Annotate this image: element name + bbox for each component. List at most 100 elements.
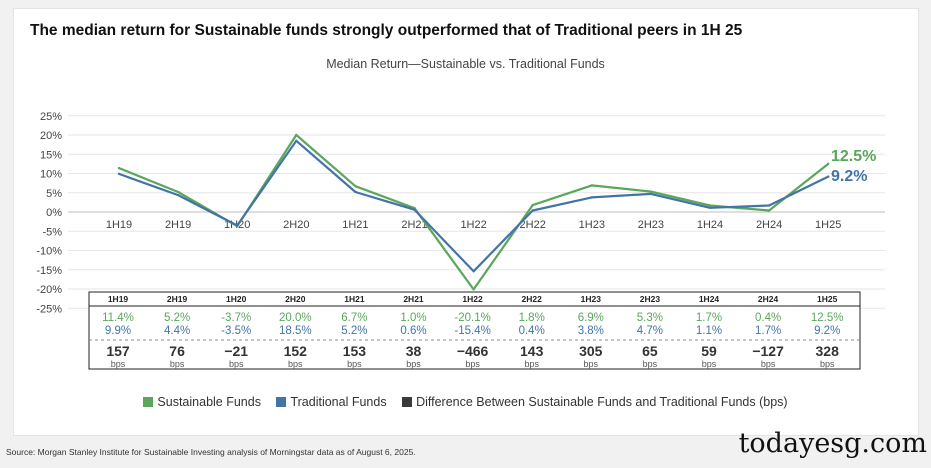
table-cell-unit: bps bbox=[584, 359, 599, 369]
table-cell-unit: bps bbox=[524, 359, 539, 369]
table-header-cell: 2H23 bbox=[640, 294, 661, 304]
watermark: todayesg.com bbox=[738, 428, 927, 459]
table-cell-difference: 65 bbox=[642, 343, 658, 359]
x-tick-label: 1H24 bbox=[697, 219, 723, 231]
legend-label-traditional: Traditional Funds bbox=[290, 395, 387, 409]
table-header-cell: 2H21 bbox=[403, 294, 424, 304]
table-cell-unit: bps bbox=[406, 359, 421, 369]
legend: Sustainable Funds Traditional Funds Diff… bbox=[0, 395, 931, 409]
data-table-frame bbox=[88, 291, 861, 370]
table-cell-unit: bps bbox=[761, 359, 776, 369]
y-tick-label: 0% bbox=[46, 207, 62, 219]
table-cell-difference: 157 bbox=[106, 343, 130, 359]
data-point bbox=[472, 288, 475, 291]
table-header-cell: 1H19 bbox=[108, 294, 129, 304]
data-point bbox=[531, 209, 534, 212]
table-cell-unit: bps bbox=[465, 359, 480, 369]
table-cell-unit: bps bbox=[643, 359, 658, 369]
data-point bbox=[590, 196, 593, 199]
x-tick-label: 1H21 bbox=[342, 219, 368, 231]
table-cell-sustainable: 6.9% bbox=[578, 312, 604, 324]
table-cell-difference: 59 bbox=[701, 343, 717, 359]
table-header-cell: 1H22 bbox=[462, 294, 483, 304]
data-point bbox=[295, 139, 298, 142]
table-cell-difference: 152 bbox=[284, 343, 308, 359]
table-cell-difference: 305 bbox=[579, 343, 603, 359]
table-cell-traditional: 18.5% bbox=[279, 325, 312, 337]
table-cell-traditional: 1.1% bbox=[696, 325, 722, 337]
data-point bbox=[827, 175, 830, 178]
y-tick-label: 20% bbox=[40, 130, 62, 142]
table-cell-difference: 328 bbox=[816, 343, 840, 359]
table-cell-sustainable: 1.8% bbox=[519, 312, 545, 324]
table-cell-sustainable: -20.1% bbox=[454, 312, 490, 324]
table-cell-difference: −21 bbox=[224, 343, 248, 359]
table-cell-sustainable: 1.0% bbox=[400, 312, 426, 324]
table-cell-unit: bps bbox=[820, 359, 835, 369]
legend-item-traditional[interactable]: Traditional Funds bbox=[276, 395, 387, 409]
x-tick-label: 1H23 bbox=[579, 219, 605, 231]
data-point bbox=[708, 204, 712, 207]
headline: The median return for Sustainable funds … bbox=[30, 22, 743, 39]
source-note: Source: Morgan Stanley Institute for Sus… bbox=[6, 447, 416, 457]
table-cell-traditional: 5.2% bbox=[341, 325, 367, 337]
legend-swatch-sustainable bbox=[143, 397, 154, 407]
x-tick-label: 2H21 bbox=[401, 219, 427, 231]
chart-title: Median Return—Sustainable vs. Traditiona… bbox=[326, 57, 605, 71]
table-cell-traditional: 1.7% bbox=[755, 325, 781, 337]
data-point bbox=[176, 190, 180, 194]
table-header-cell: 2H19 bbox=[167, 294, 188, 304]
data-point bbox=[236, 224, 239, 227]
table-cell-traditional: 9.9% bbox=[105, 325, 131, 337]
table-cell-sustainable: 0.4% bbox=[755, 312, 781, 324]
table-header-cell: 1H24 bbox=[699, 294, 720, 304]
table-cell-sustainable: -3.7% bbox=[221, 312, 251, 324]
x-tick-label: 2H24 bbox=[756, 219, 782, 231]
legend-label-difference: Difference Between Sustainable Funds and… bbox=[416, 395, 788, 409]
x-tick-label: 1H19 bbox=[106, 219, 132, 231]
data-point bbox=[117, 172, 121, 176]
table-cell-sustainable: 20.0% bbox=[279, 312, 312, 324]
legend-item-sustainable[interactable]: Sustainable Funds bbox=[143, 395, 261, 409]
x-tick-label: 2H20 bbox=[283, 219, 309, 231]
data-point bbox=[767, 209, 771, 212]
data-point bbox=[176, 193, 180, 197]
table-cell-traditional: 9.2% bbox=[814, 325, 840, 337]
data-point bbox=[472, 270, 475, 273]
data-point bbox=[295, 133, 298, 137]
table-cell-sustainable: 6.7% bbox=[341, 312, 367, 324]
table-cell-sustainable: 1.7% bbox=[696, 312, 722, 324]
table-header-cell: 2H24 bbox=[758, 294, 779, 304]
y-tick-label: -10% bbox=[36, 246, 62, 258]
data-point bbox=[649, 192, 653, 196]
end-label-traditional: 9.2% bbox=[831, 168, 867, 185]
table-header-cell: 1H20 bbox=[226, 294, 247, 304]
x-tick-label: 2H19 bbox=[165, 219, 191, 231]
y-tick-label: -15% bbox=[36, 265, 62, 277]
y-tick-label: -25% bbox=[36, 303, 62, 315]
table-cell-traditional: 0.6% bbox=[400, 325, 426, 337]
legend-swatch-difference bbox=[402, 397, 413, 407]
table-cell-unit: bps bbox=[229, 359, 244, 369]
data-point bbox=[531, 203, 534, 207]
data-point bbox=[354, 185, 357, 188]
x-tick-label: 2H22 bbox=[520, 219, 546, 231]
table-cell-unit: bps bbox=[347, 359, 362, 369]
table-cell-traditional: -15.4% bbox=[454, 325, 490, 337]
legend-item-difference[interactable]: Difference Between Sustainable Funds and… bbox=[402, 395, 788, 409]
data-point bbox=[117, 166, 121, 170]
y-tick-label: 25% bbox=[40, 111, 62, 123]
data-point bbox=[708, 206, 712, 209]
y-tick-label: -5% bbox=[42, 226, 62, 238]
table-header-cell: 2H22 bbox=[522, 294, 543, 304]
table-cell-sustainable: 11.4% bbox=[102, 312, 134, 324]
table-cell-traditional: 0.4% bbox=[519, 325, 545, 337]
table-cell-difference: 143 bbox=[520, 343, 544, 359]
table-cell-unit: bps bbox=[702, 359, 717, 369]
data-point bbox=[827, 162, 830, 166]
end-label-sustainable: 12.5% bbox=[831, 148, 876, 165]
table-cell-traditional: 3.8% bbox=[578, 325, 604, 337]
table-cell-unit: bps bbox=[111, 359, 126, 369]
y-tick-label: 10% bbox=[40, 169, 62, 181]
table-cell-sustainable: 12.5% bbox=[811, 312, 844, 324]
